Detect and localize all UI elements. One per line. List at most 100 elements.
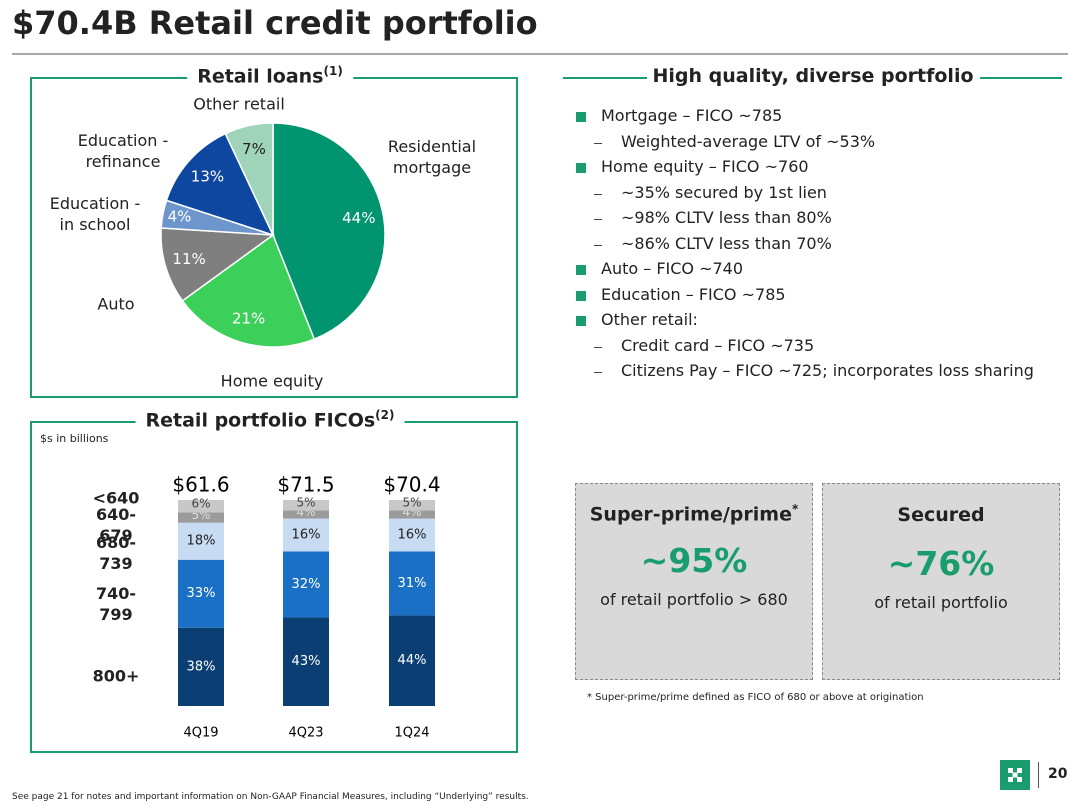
bullet-text: Auto – FICO ~740 xyxy=(601,259,744,278)
bullet-marker xyxy=(576,163,586,173)
segment-label: 31% xyxy=(398,576,427,591)
bar-total: $71.5 xyxy=(277,473,334,497)
stat-caption: of retail portfolio > 680 xyxy=(600,590,788,610)
bar-segment xyxy=(389,500,435,511)
disclaimer: See page 21 for notes and important info… xyxy=(12,792,529,802)
slice-name: Other retail xyxy=(193,94,285,114)
bar-segment xyxy=(283,551,329,618)
segment-label: 32% xyxy=(292,577,321,592)
series-name: 640-679 xyxy=(95,505,137,545)
bar-title-text: Retail portfolio FICOs xyxy=(145,409,376,432)
bar-segment xyxy=(178,627,224,706)
bar-segment xyxy=(178,512,224,523)
stat-title: Secured xyxy=(897,504,985,526)
bar-segment xyxy=(389,518,435,552)
stat-value: ~76% xyxy=(887,544,995,583)
series-name: 680-739 xyxy=(95,533,137,573)
sub-text: ~35% secured by 1st lien xyxy=(621,182,827,202)
pie-title-note: (1) xyxy=(323,64,343,78)
slice-name: Education - refinance xyxy=(77,131,169,171)
pie-slice xyxy=(165,132,275,237)
bar-segment xyxy=(283,617,329,706)
slice-label: 4% xyxy=(168,208,192,226)
segment-label: 18% xyxy=(187,534,216,549)
bar-subtitle: $s in billions xyxy=(40,432,109,445)
bar-title-note: (2) xyxy=(375,408,395,422)
footnote: * Super-prime/prime defined as FICO of 6… xyxy=(587,692,924,703)
segment-label: 44% xyxy=(398,653,427,668)
sub-text: ~98% CLTV less than 80% xyxy=(621,208,832,227)
bullet-marker xyxy=(576,265,586,275)
pie-slice xyxy=(160,227,276,302)
bullet-text: Other retail: xyxy=(601,310,698,329)
slide-title: $70.4B Retail credit portfolio xyxy=(12,4,538,42)
segment-label: 33% xyxy=(187,586,216,601)
slice-label: 13% xyxy=(191,168,224,186)
bar-segment xyxy=(389,615,435,706)
bar-segment xyxy=(283,500,329,511)
slice-name: Education - in school xyxy=(49,194,141,234)
pie-slice xyxy=(181,233,316,348)
pie-slice xyxy=(224,122,274,236)
bar-segment xyxy=(178,559,224,628)
slice-name: Home equity xyxy=(220,371,324,391)
bar-total: $70.4 xyxy=(383,473,440,497)
x-tick-label: 4Q23 xyxy=(288,726,323,741)
segment-label: 6% xyxy=(191,497,210,511)
bar-title: Retail portfolio FICOs(2) xyxy=(135,408,405,432)
highlights-title: High quality, diverse portfolio xyxy=(652,65,974,87)
bar-total: $61.6 xyxy=(172,473,229,497)
sub-marker xyxy=(594,244,602,246)
sub-marker xyxy=(594,193,602,195)
slice-label: 44% xyxy=(342,209,375,227)
sub-text: Weighted-average LTV of ~53% xyxy=(621,131,876,151)
rule xyxy=(980,77,1062,79)
sub-marker xyxy=(594,346,602,348)
sub-text: ~86% CLTV less than 70% xyxy=(621,233,832,253)
stat-title-note: * xyxy=(791,502,799,516)
bar-segment xyxy=(389,551,435,616)
sub-marker xyxy=(594,372,602,373)
stat-title: Super-prime/prime* xyxy=(576,502,812,525)
slice-label: 21% xyxy=(232,309,265,327)
bullet-marker xyxy=(576,290,586,301)
bullet-marker xyxy=(576,316,586,326)
pie-title-text: Retail loans xyxy=(197,65,324,88)
logo-icon xyxy=(1008,768,1022,782)
segment-label: 16% xyxy=(292,528,321,543)
segment-label: 43% xyxy=(292,654,321,669)
stat-box: Super-prime/prime* ~95% of retail portfo… xyxy=(575,483,813,680)
slice-label: 7% xyxy=(242,140,266,158)
series-name: 740-799 xyxy=(95,584,137,624)
x-tick-label: 1Q24 xyxy=(394,726,429,741)
bar-segment xyxy=(178,500,224,513)
slice-name: Residential mortgage xyxy=(387,137,477,177)
bar-segment xyxy=(178,522,224,560)
slice-name: Auto xyxy=(97,294,135,314)
pie-slice xyxy=(272,122,386,341)
title-rule xyxy=(12,53,1068,55)
bar-segment xyxy=(283,510,329,519)
stat-title-text: Super-prime/prime xyxy=(589,503,792,526)
series-name: 800+ xyxy=(92,666,140,686)
bullet-text: Mortgage – FICO ~785 xyxy=(601,106,783,125)
slice-label: 11% xyxy=(172,250,205,268)
pie-title: Retail loans(1) xyxy=(187,64,353,88)
sub-marker xyxy=(594,219,602,220)
segment-label: 5% xyxy=(296,496,315,510)
segment-label: 38% xyxy=(187,659,216,674)
bar-segment xyxy=(389,510,435,519)
bullet-text: Education – FICO ~785 xyxy=(601,284,786,304)
segment-label: 5% xyxy=(402,496,421,510)
stat-value: ~95% xyxy=(640,541,748,581)
sub-marker xyxy=(594,142,602,144)
x-tick-label: 4Q19 xyxy=(183,726,218,741)
series-name: <640 xyxy=(92,488,140,508)
sub-text: Citizens Pay – FICO ~725; incorporates l… xyxy=(621,361,1034,380)
segment-label: 16% xyxy=(398,528,427,543)
stat-box: Secured ~76% of retail portfolio xyxy=(822,483,1060,680)
bullet-marker xyxy=(576,112,586,122)
rule xyxy=(563,77,647,79)
